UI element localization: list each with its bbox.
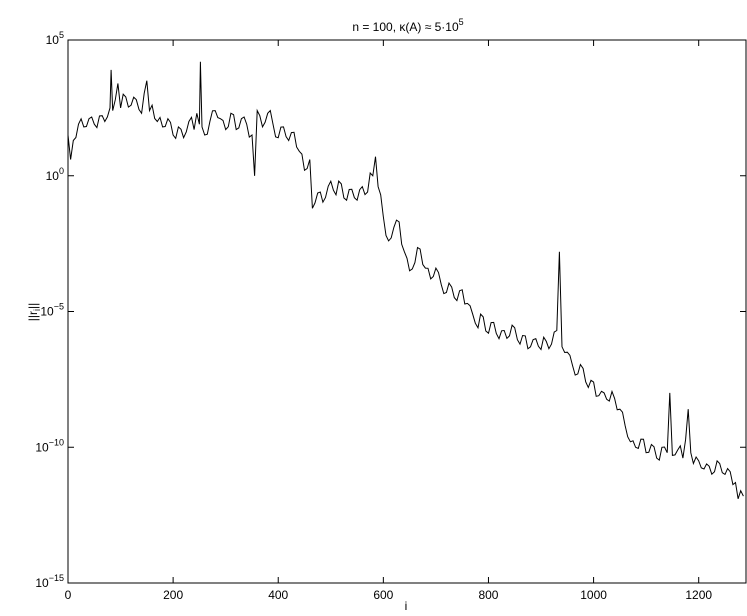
y-tick-label: 10−15 [35, 573, 64, 590]
x-axis-label: i [405, 599, 408, 613]
chart-title-superscript: 5 [459, 17, 464, 27]
y-tick-label: 105 [46, 30, 64, 47]
x-tick-label: 400 [268, 588, 288, 602]
y-tick-label-base: 10 [35, 440, 49, 454]
y-tick-label-exponent: 0 [59, 166, 64, 176]
y-tick-label-exponent: −15 [49, 573, 64, 583]
y-tick-label: 100 [46, 166, 64, 183]
x-tick-label: 600 [373, 588, 393, 602]
x-tick-label: 1000 [580, 588, 607, 602]
y-tick-label-exponent: 5 [59, 30, 64, 40]
chart-title: n = 100, κ(A) ≈ 5·105 [352, 17, 463, 34]
x-tick-label: 800 [478, 588, 498, 602]
plot-frame [67, 39, 747, 584]
y-tick-label-exponent: −5 [54, 302, 64, 312]
y-axis-label-subscript: i [32, 309, 42, 311]
y-tick-label-base: 10 [40, 305, 54, 319]
x-tick-label: 0 [65, 588, 72, 602]
series-residual-line [67, 61, 744, 499]
x-tick-labels: 0 200 400 600 800 1000 1200 [65, 588, 713, 602]
x-tick-label: 1200 [685, 588, 712, 602]
y-tick-label-base: 10 [46, 33, 60, 47]
plot-area [67, 61, 744, 499]
y-axis-label-end: || [26, 303, 40, 309]
y-tick-label: 10−5 [40, 302, 64, 319]
y-tick-label-base: 10 [46, 169, 60, 183]
y-tick-label-exponent: −10 [49, 437, 64, 447]
y-tick-label-base: 10 [35, 576, 49, 590]
y-tick-label: 10−10 [35, 437, 64, 454]
y-axis-label: ||ri|| [26, 303, 42, 321]
y-axis-label-main: ||r [26, 311, 40, 321]
chart-title-main: n = 100, κ(A) ≈ 5·10 [352, 20, 459, 34]
x-tick-label: 200 [163, 588, 183, 602]
